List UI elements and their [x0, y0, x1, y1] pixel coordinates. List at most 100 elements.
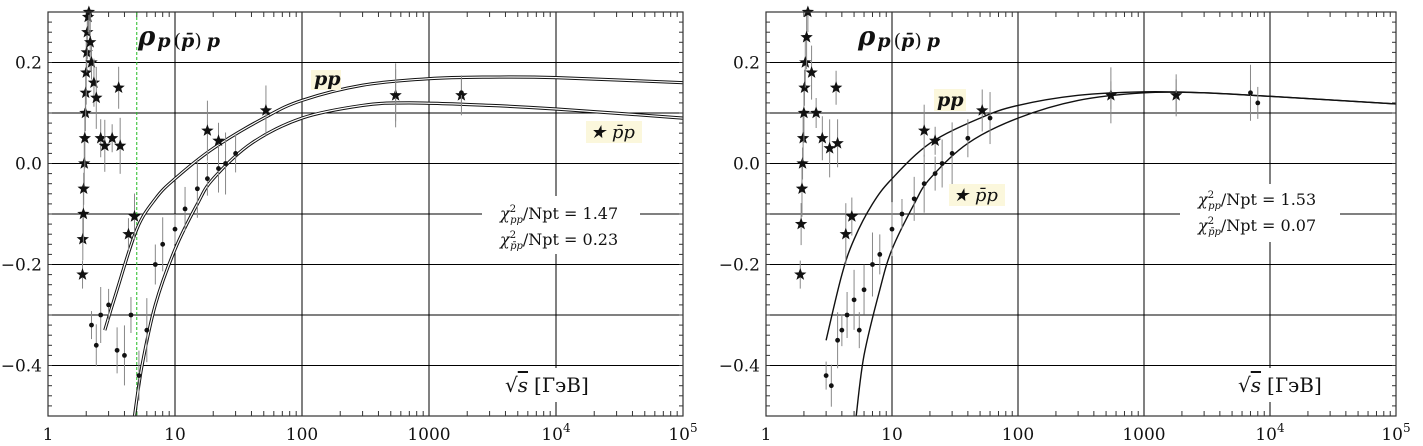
right-pp-point	[829, 81, 843, 93]
left-ppbar-point	[136, 373, 142, 378]
right-pp-label: pp	[937, 89, 964, 111]
right-ppbar-point	[851, 297, 857, 303]
right-title-p2: p	[927, 30, 941, 52]
left-xlabel-s: s	[518, 373, 528, 397]
right-pp-point	[794, 268, 807, 280]
left-pp-point	[94, 131, 107, 144]
right-ppbar-point	[965, 135, 971, 141]
right-chi-ppbar-chi: χ	[1197, 216, 1209, 235]
right-chi-ppbar-sub: p̄p	[1208, 227, 1221, 238]
left-x-tick-label: 104	[541, 421, 571, 445]
right-ppbar-point	[911, 196, 917, 202]
left-curves	[103, 75, 684, 417]
left-chi-pp-sup: 2	[510, 204, 516, 215]
right-pp-point	[796, 131, 810, 144]
left-ppbar-point	[205, 176, 210, 182]
right-ppbar-point	[1248, 90, 1253, 96]
right-ppbar-label-bg	[949, 184, 1005, 206]
left-y-tick-label: 0.0	[15, 155, 42, 175]
right-pp-point	[796, 157, 809, 169]
left-title: ρ p (p̄) p	[137, 22, 221, 52]
right-ppbar-point	[877, 252, 883, 257]
left-ppbar-point	[93, 342, 99, 348]
right-pp-point	[800, 30, 813, 43]
right-ppbar-point	[844, 312, 850, 318]
left-pp-point	[259, 104, 273, 116]
right-y-tick-label: 0.0	[733, 155, 760, 175]
right-chi-pp-sup: 2	[1208, 190, 1214, 201]
left-ppbar-point	[459, 90, 464, 96]
right-x-tick-exponent: 5	[1403, 421, 1411, 435]
right-ppbar-point	[1173, 92, 1179, 98]
left-y-tick-label: −0.4	[1, 357, 42, 377]
left-pp-point	[112, 81, 125, 93]
right-chi-pp-sub: pp	[1208, 201, 1221, 212]
right-x-tick-label: 1000	[1122, 425, 1165, 445]
left-y-tick-label: 0.2	[15, 54, 42, 74]
right-title-p1: p	[877, 30, 891, 52]
right-plot-frame	[765, 11, 1397, 417]
left-pp-point	[114, 139, 127, 152]
left-pp-point	[81, 25, 94, 38]
left-pp-point	[77, 207, 90, 220]
right-ppbar-point	[987, 115, 993, 121]
right-y-tick-label: −0.4	[719, 357, 760, 377]
right-curves	[825, 90, 1397, 417]
left-pp-point	[79, 86, 92, 99]
left-pp-point	[201, 124, 214, 136]
left-x-tick-exponent: 5	[690, 421, 698, 435]
left-ppbar-point	[98, 312, 104, 318]
right-title-rho: ρ	[857, 22, 876, 52]
left-ppbar-point	[393, 92, 399, 98]
right-ppbar-point	[889, 226, 895, 232]
right-ppbar-point	[856, 327, 862, 333]
right-ppbar-point	[932, 171, 938, 177]
left-ppbar-label: ★ p̄p	[590, 122, 635, 143]
right-pp-point	[798, 81, 811, 93]
left-x-tick-label: 1000	[407, 425, 450, 445]
left-title-rho: ρ	[137, 22, 156, 52]
left-pp-point	[122, 227, 135, 240]
left-pp-point	[77, 182, 90, 194]
right-title-paren-open: (	[894, 30, 901, 52]
right-ppbar-point	[823, 373, 829, 378]
right-chi-pp-chi: χ	[1197, 190, 1209, 209]
left-ppbar-label-bg	[586, 121, 642, 143]
left-pp-point	[87, 76, 101, 88]
right-title-pbar: p̄	[901, 30, 915, 52]
right-pp-point	[831, 136, 844, 149]
left-ppbar-point	[216, 166, 221, 171]
right-x-tick-label: 105	[1381, 421, 1410, 445]
right-pp-point	[794, 217, 808, 230]
left-tick-labels: 1 10 100 1000 104 105 0.2 0.0 −0.2 −0.4	[1, 54, 698, 446]
right-ppbar-point	[870, 262, 875, 267]
left-ppbar-point	[144, 327, 150, 333]
right-y-tick-label: 0.2	[733, 54, 760, 74]
left-chi-ppbar-chi: χ	[499, 230, 511, 249]
right-pp-point	[976, 104, 989, 116]
left-xlabel-bg	[496, 368, 636, 402]
right-curve-ppbar	[855, 91, 1397, 417]
left-pp-point	[84, 35, 97, 48]
left-chi-pp-sub: pp	[510, 215, 523, 226]
left-title-p1: p	[157, 30, 171, 52]
left-ppbar-point	[89, 322, 94, 328]
right-pp-point	[799, 56, 812, 68]
right-chi-ppbar: χ2 p̄p/Npt = 0.07	[1197, 216, 1316, 238]
left-ppbar-point	[106, 302, 111, 308]
left-pp-point	[128, 210, 141, 222]
left-pp-label-bg	[311, 70, 341, 90]
right-pp-point	[839, 227, 852, 240]
left-ppbar-point	[122, 353, 127, 358]
left-ppbar-point	[114, 347, 120, 353]
left-ppbar-point	[182, 206, 188, 212]
left-chi-pp-rest: /Npt = 1.47	[523, 204, 618, 223]
left-chi-ppbar-rest: /Npt = 0.23	[523, 230, 618, 249]
left-x-tick-exponent: 4	[563, 421, 571, 435]
right-xlabel-unit: [ГэВ]	[1267, 373, 1322, 397]
right-chi-ppbar-rest: /Npt = 0.07	[1221, 216, 1316, 235]
left-pp-point	[78, 131, 91, 144]
left-pp-point	[81, 10, 95, 23]
